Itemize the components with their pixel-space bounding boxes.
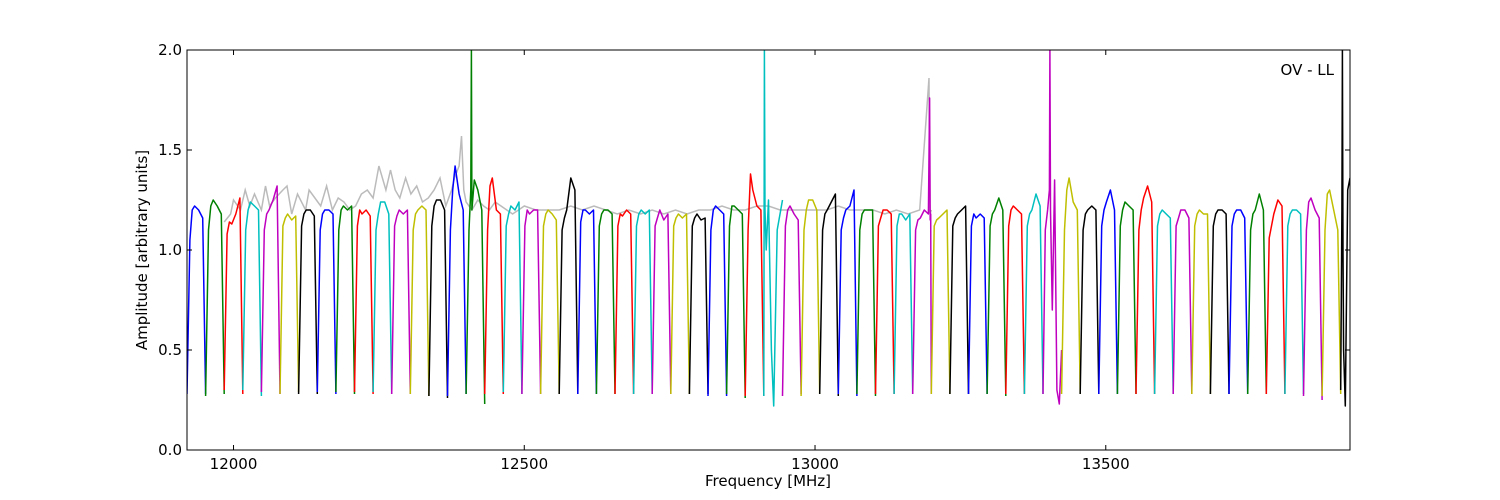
series-line: [353, 209, 374, 395]
series-line: [651, 209, 672, 395]
series-line: [204, 199, 225, 397]
series-line: [949, 205, 970, 395]
series-line: [242, 201, 263, 397]
series-line: [725, 205, 746, 399]
series-line: [986, 197, 1007, 397]
y-axis-label: Amplitude [arbitrary units]: [133, 150, 151, 350]
x-axis-ticks: 12000 12500 13000 13500: [210, 50, 1130, 473]
y-axis-ticks: 0.0 0.5 1.0 1.5 2.0: [158, 41, 1350, 459]
series-line: [577, 209, 598, 395]
series-line: [744, 173, 765, 397]
series-line: [297, 209, 319, 395]
series-traces: [187, 50, 1350, 407]
plot-annotation: OV - LL: [1281, 61, 1335, 79]
series-line: [707, 205, 728, 397]
series-line: [800, 199, 821, 397]
series-line: [893, 213, 914, 395]
series-line: [688, 213, 709, 395]
series-line: [1116, 201, 1137, 395]
series-line: [763, 50, 784, 407]
series-line: [1060, 177, 1081, 395]
series-line: [781, 205, 802, 397]
series-line: [428, 199, 449, 399]
series-line: [502, 201, 523, 395]
series-line: [1023, 193, 1044, 395]
series-line: [1209, 209, 1230, 395]
y-tick-label: 0.5: [158, 341, 182, 359]
series-line: [1339, 50, 1350, 407]
series-line: [1079, 205, 1100, 395]
series-line: [967, 213, 988, 395]
series-line: [632, 209, 653, 395]
series-line: [372, 201, 393, 395]
x-tick-label: 13500: [1082, 455, 1130, 473]
series-line: [874, 209, 895, 395]
series-line: [1135, 185, 1156, 395]
series-line: [335, 205, 356, 395]
series-line: [1098, 189, 1119, 395]
series-line: [390, 209, 412, 395]
series-line: [223, 197, 244, 395]
series-line: [1302, 197, 1323, 401]
series-line: [1265, 199, 1286, 395]
series-line: [670, 213, 691, 395]
series-line: [1246, 193, 1268, 395]
series-line: [465, 50, 486, 405]
series-line: [1191, 209, 1212, 395]
series-line: [1321, 189, 1342, 397]
series-line: [595, 209, 616, 395]
series-line: [483, 177, 505, 395]
x-tick-label: 12500: [500, 455, 548, 473]
x-axis-label: Frequency [MHz]: [705, 472, 831, 490]
y-tick-label: 1.0: [158, 241, 182, 259]
x-tick-label: 13000: [791, 455, 839, 473]
series-line: [930, 209, 951, 395]
series-line: [1153, 209, 1174, 395]
series-line: [539, 209, 560, 395]
x-tick-label: 12000: [210, 455, 258, 473]
series-line: [1284, 209, 1305, 395]
series-line: [260, 185, 281, 395]
series-line: [316, 209, 337, 395]
series-line: [911, 97, 933, 395]
series-line: [187, 205, 207, 395]
series-line: [1005, 205, 1026, 395]
series-line: [279, 213, 300, 395]
series-line: [521, 209, 542, 395]
series-line: [1042, 50, 1063, 405]
series-line: [837, 189, 858, 397]
series-line: [818, 193, 840, 397]
series-line: [558, 177, 579, 395]
y-tick-label: 0.0: [158, 441, 182, 459]
series-line: [614, 209, 635, 395]
series-line: [856, 209, 877, 397]
series-line: [1228, 209, 1249, 395]
series-line: [1172, 209, 1193, 395]
y-tick-label: 2.0: [158, 41, 182, 59]
y-tick-label: 1.5: [158, 141, 182, 159]
series-line: [446, 165, 467, 397]
series-line: [409, 205, 430, 397]
